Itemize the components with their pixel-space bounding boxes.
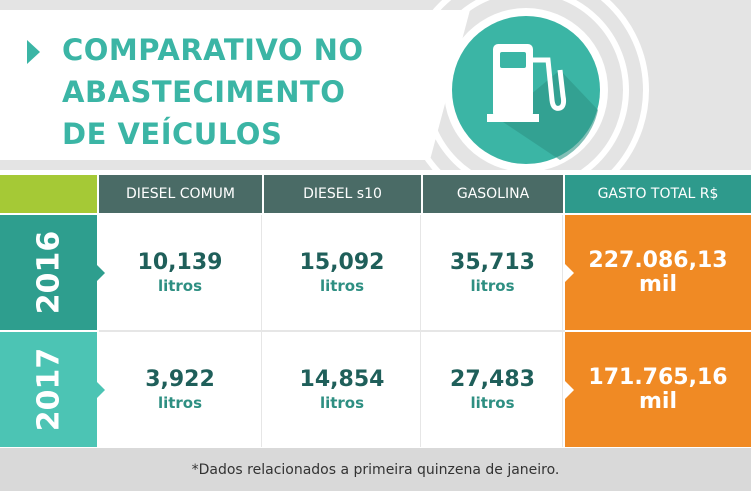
row-divider [99,330,565,332]
footnote: *Dados relacionados a primeira quinzena … [0,448,751,491]
unit: litros [470,394,515,412]
pointer [565,263,574,282]
value-cell: 15,092 litros [264,215,421,330]
title-line: ABASTECIMENTO [62,75,346,109]
total-unit: mil [638,271,677,297]
unit: litros [470,277,515,295]
value: 27,483 [450,367,535,392]
total-cell: 171.765,16 mil [565,332,751,447]
total-value: 227.086,13 [588,247,728,273]
column-header: DIESEL s10 [264,175,421,213]
corner-cell [0,175,97,213]
value-cell: 3,922 litros [99,332,262,447]
header-decor [0,0,649,170]
value-cell: 14,854 litros [264,332,421,447]
value: 35,713 [450,250,535,275]
title-line: COMPARATIVO NO [62,33,364,67]
value: 3,922 [145,367,215,392]
year-cell: 2017 [0,332,97,447]
pointer [565,380,574,399]
value-cell: 10,139 litros [99,215,262,330]
total-cell: 227.086,13 mil [565,215,751,330]
unit: litros [157,394,203,412]
title-line: DE VEÍCULOS [62,117,283,151]
year-label: 2016 [31,230,66,315]
pointer [97,381,105,398]
value: 14,854 [299,367,385,392]
total-unit: mil [638,388,677,414]
column-header: GASOLINA [423,175,563,213]
unit: litros [157,277,203,295]
pointer [97,264,105,281]
year-cell: 2016 [0,215,97,330]
unit: litros [319,394,365,412]
total-value: 171.765,16 [588,364,728,390]
value-cell: 35,713 litros [423,215,563,330]
value: 15,092 [299,250,385,275]
unit: litros [319,277,365,295]
value: 10,139 [137,250,223,275]
value-cell: 27,483 litros [423,332,563,447]
column-header: DIESEL COMUM [99,175,262,213]
year-label: 2017 [31,347,66,432]
column-header: GASTO TOTAL R$ [565,175,751,213]
